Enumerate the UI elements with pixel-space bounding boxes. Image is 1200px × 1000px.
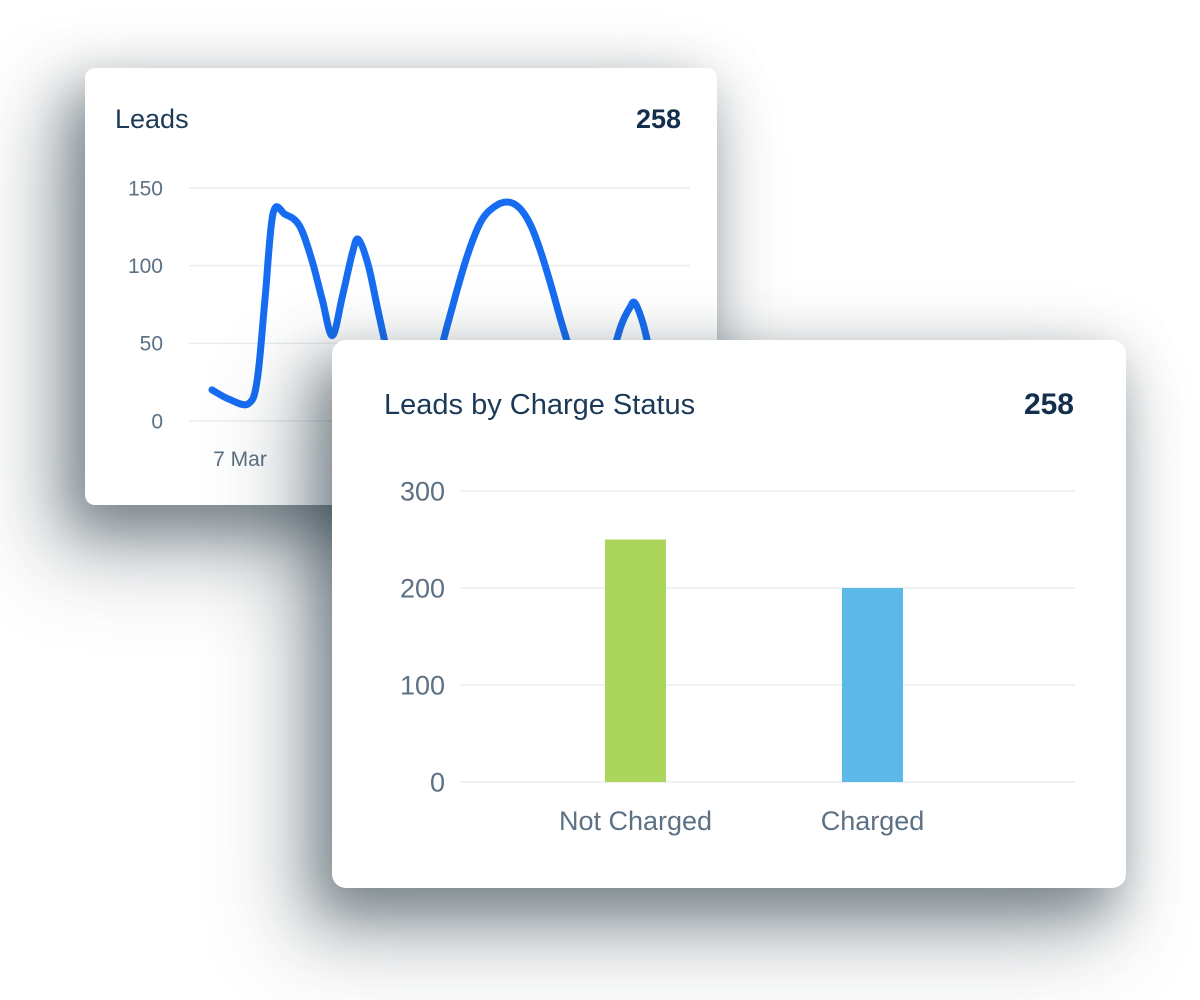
- charge-status-card-title: Leads by Charge Status: [384, 389, 696, 421]
- y-tick-label-0: 0: [430, 767, 445, 797]
- y-tick-label-200: 200: [400, 573, 445, 603]
- leads-card-total: 258: [635, 104, 681, 134]
- leads-by-charge-status-card: Leads by Charge Status 258 0 100 200 300 Not…: [332, 340, 1126, 888]
- bar-charged[interactable]: [842, 588, 903, 782]
- leads-line-series[interactable]: [208, 198, 678, 413]
- bar-not-charged[interactable]: [605, 539, 666, 783]
- y-tick-label-50: 50: [140, 333, 163, 356]
- charge-status-bar-chart: 0 100 200 300 Not Charged Charged: [400, 476, 1075, 836]
- charge-status-card-header: Leads by Charge Status 258: [384, 388, 1074, 422]
- x-tick-label: 7 Mar: [213, 448, 267, 471]
- y-tick-label-150: 150: [128, 177, 163, 200]
- y-tick-label-100: 100: [128, 255, 163, 278]
- leads-card-header: Leads 258: [115, 104, 681, 135]
- charge-status-card-total: 258: [1023, 388, 1074, 421]
- category-label-charged: Charged: [821, 806, 925, 836]
- y-tick-label-100: 100: [400, 670, 445, 700]
- y-tick-label-300: 300: [400, 476, 445, 506]
- y-tick-label-0: 0: [151, 410, 163, 433]
- category-label-not-charged: Not Charged: [559, 806, 712, 836]
- leads-card-title: Leads: [115, 104, 189, 134]
